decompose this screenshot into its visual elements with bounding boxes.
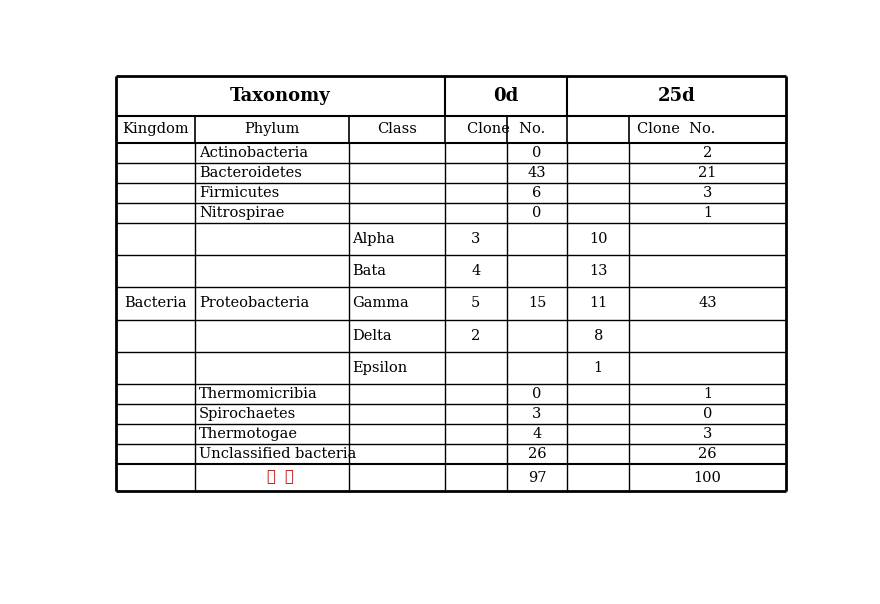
Text: 26: 26 <box>528 448 546 461</box>
Text: 5: 5 <box>471 297 480 310</box>
Text: Actinobacteria: Actinobacteria <box>199 146 308 159</box>
Text: Gamma: Gamma <box>353 297 409 310</box>
Text: Unclassified bacteria: Unclassified bacteria <box>199 448 356 461</box>
Text: 4: 4 <box>532 428 542 442</box>
Text: Bacteria: Bacteria <box>124 297 187 310</box>
Text: 3: 3 <box>703 185 712 199</box>
Text: 1: 1 <box>594 361 603 375</box>
Text: 8: 8 <box>594 329 603 343</box>
Text: 10: 10 <box>589 232 607 246</box>
Text: 0: 0 <box>703 407 712 422</box>
Text: 2: 2 <box>703 146 712 159</box>
Text: 1: 1 <box>703 205 712 220</box>
Text: Alpha: Alpha <box>353 232 395 246</box>
Text: Firmicutes: Firmicutes <box>199 185 279 199</box>
Text: 43: 43 <box>528 165 546 179</box>
Text: 97: 97 <box>528 471 546 484</box>
Text: 0d: 0d <box>494 88 518 105</box>
Text: 0: 0 <box>532 205 542 220</box>
Text: 4: 4 <box>471 264 480 278</box>
Text: Taxonomy: Taxonomy <box>231 88 331 105</box>
Text: 합  계: 합 계 <box>268 471 294 484</box>
Text: Thermomicribia: Thermomicribia <box>199 387 318 401</box>
Text: 0: 0 <box>532 146 542 159</box>
Text: Epsilon: Epsilon <box>353 361 407 375</box>
Text: Spirochaetes: Spirochaetes <box>199 407 297 422</box>
Text: 3: 3 <box>703 428 712 442</box>
Text: 2: 2 <box>471 329 480 343</box>
Text: 6: 6 <box>532 185 542 199</box>
Text: 11: 11 <box>589 297 607 310</box>
Text: 25d: 25d <box>657 88 695 105</box>
Text: Bacteroidetes: Bacteroidetes <box>199 165 302 179</box>
Text: 0: 0 <box>532 387 542 401</box>
Text: 3: 3 <box>532 407 542 422</box>
Text: 13: 13 <box>589 264 607 278</box>
Text: Thermotogae: Thermotogae <box>199 428 298 442</box>
Text: Kingdom: Kingdom <box>122 123 189 137</box>
Text: Phylum: Phylum <box>245 123 300 137</box>
Text: Clone  No.: Clone No. <box>637 123 715 137</box>
Text: 100: 100 <box>693 471 722 484</box>
Text: 15: 15 <box>528 297 546 310</box>
Text: Class: Class <box>377 123 417 137</box>
Text: 43: 43 <box>698 297 717 310</box>
Text: 3: 3 <box>471 232 480 246</box>
Text: Delta: Delta <box>353 329 392 343</box>
Text: 1: 1 <box>703 387 712 401</box>
Text: Nitrospirae: Nitrospirae <box>199 205 284 220</box>
Text: 26: 26 <box>698 448 717 461</box>
Text: Proteobacteria: Proteobacteria <box>199 297 310 310</box>
Text: 21: 21 <box>699 165 716 179</box>
Text: Bata: Bata <box>353 264 386 278</box>
Text: Clone  No.: Clone No. <box>467 123 545 137</box>
